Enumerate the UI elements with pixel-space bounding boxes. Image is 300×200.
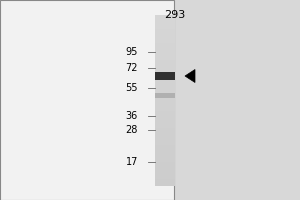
Bar: [155, 123, 175, 126]
Bar: [155, 176, 175, 180]
Bar: [155, 157, 175, 160]
Bar: [155, 49, 175, 52]
Bar: [155, 134, 175, 137]
Text: 28: 28: [126, 125, 138, 135]
Bar: [155, 18, 175, 21]
Bar: [155, 89, 175, 92]
Bar: [155, 179, 175, 183]
Bar: [155, 117, 175, 120]
Bar: [155, 142, 175, 146]
Bar: [155, 165, 175, 168]
Bar: [155, 83, 175, 86]
Bar: [155, 38, 175, 41]
Bar: [155, 15, 175, 18]
Bar: [155, 40, 175, 44]
Bar: [155, 137, 175, 140]
Bar: [0, 0, 174, 200]
Text: 293: 293: [164, 10, 186, 20]
Bar: [155, 29, 175, 32]
Bar: [155, 32, 175, 35]
Bar: [155, 120, 175, 123]
Bar: [155, 162, 175, 166]
Bar: [155, 52, 175, 55]
Bar: [155, 46, 175, 49]
Bar: [155, 145, 175, 149]
Bar: [155, 26, 175, 30]
Bar: [155, 111, 175, 115]
Bar: [155, 106, 175, 109]
Bar: [155, 97, 175, 100]
Bar: [155, 174, 175, 177]
Bar: [155, 72, 175, 75]
Bar: [155, 94, 175, 98]
Bar: [155, 43, 175, 47]
Bar: [155, 171, 175, 174]
Text: 36: 36: [126, 111, 138, 121]
Text: 55: 55: [125, 83, 138, 93]
Bar: [155, 69, 175, 72]
Bar: [155, 72, 175, 80]
Bar: [155, 114, 175, 117]
Bar: [155, 108, 175, 112]
Bar: [155, 128, 175, 132]
Text: 95: 95: [126, 47, 138, 57]
Bar: [155, 55, 175, 58]
Bar: [155, 86, 175, 89]
Bar: [155, 92, 175, 98]
Bar: [155, 92, 175, 95]
Bar: [155, 35, 175, 38]
Bar: [155, 63, 175, 66]
Bar: [155, 74, 175, 78]
Bar: [155, 131, 175, 135]
Bar: [155, 66, 175, 69]
Bar: [155, 23, 175, 27]
Bar: [155, 148, 175, 152]
Bar: [155, 160, 175, 163]
Bar: [155, 140, 175, 143]
Text: 17: 17: [126, 157, 138, 167]
Bar: [155, 151, 175, 154]
Bar: [155, 58, 175, 61]
Bar: [155, 21, 175, 24]
Bar: [155, 100, 175, 103]
Text: 72: 72: [125, 63, 138, 73]
Bar: [155, 60, 175, 64]
Bar: [155, 103, 175, 106]
Bar: [155, 182, 175, 186]
Bar: [155, 77, 175, 81]
Bar: [155, 126, 175, 129]
Bar: [155, 80, 175, 84]
Polygon shape: [185, 70, 195, 82]
Bar: [155, 168, 175, 171]
Bar: [155, 154, 175, 157]
